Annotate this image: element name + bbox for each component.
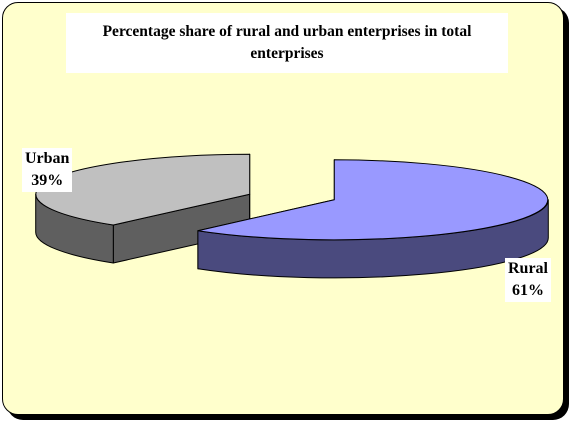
slice-label-rural-name: Rural xyxy=(508,260,548,277)
slice-label-rural-value: 61% xyxy=(512,282,544,299)
slice-rural-top xyxy=(197,159,549,241)
chart-title: Percentage share of rural and urban ente… xyxy=(66,13,508,73)
slice-label-urban-value: 39% xyxy=(31,172,64,189)
slice-label-urban-name: Urban xyxy=(25,150,70,167)
slice-label-urban: Urban 39% xyxy=(22,148,73,192)
slice-label-rural: Rural 61% xyxy=(505,258,551,302)
